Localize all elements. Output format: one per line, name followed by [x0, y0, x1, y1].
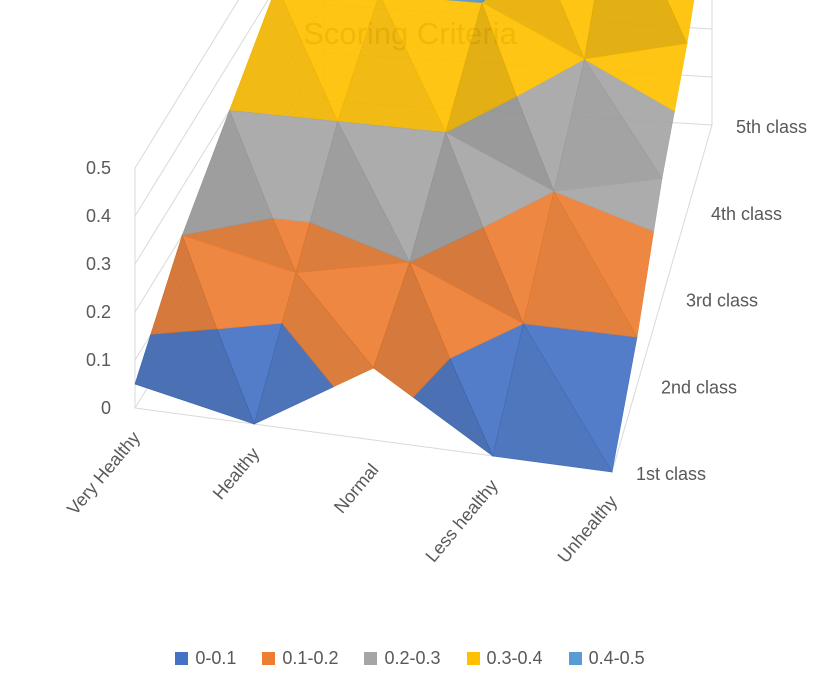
legend-label-1: 0.1-0.2	[282, 648, 339, 668]
z-tick-label-5: 0.5	[86, 158, 111, 178]
surface-patch-80	[523, 323, 638, 338]
z-tick-label-0: 0	[101, 398, 111, 418]
legend-label-3: 0.3-0.4	[486, 648, 543, 668]
legend-label-0: 0-0.1	[195, 648, 237, 668]
series-label-4: 5th class	[736, 117, 807, 137]
series-label-1: 2nd class	[661, 377, 737, 397]
surface-patch-50	[309, 120, 411, 263]
z-tick-label-2: 0.2	[86, 302, 111, 322]
legend-swatch-0	[175, 652, 189, 665]
surface-patch-72	[281, 272, 374, 388]
gridline-z-3	[134, 0, 299, 265]
z-tick-label-3: 0.3	[86, 254, 111, 274]
z-tick-label-4: 0.4	[86, 206, 111, 226]
legend-item-2: 0.2-0.3	[364, 648, 441, 669]
surface-chart: 0 0.1 0.2 0.3 0.4 0.5 Very Healthy Healthy Norma…	[63, 0, 807, 567]
legend-item-1: 0.1-0.2	[262, 648, 338, 669]
legend-item-0: 0-0.1	[175, 648, 236, 669]
z-tick-label-1: 0.1	[86, 350, 111, 370]
surface-plot	[134, 0, 695, 473]
legend-swatch-2	[364, 652, 378, 665]
legend-label-2: 0.2-0.3	[384, 648, 441, 668]
surface-patch-77	[373, 261, 451, 398]
category-label-4: Unhealthy	[554, 492, 621, 567]
surface-patch-37	[445, 1, 517, 134]
surface-patch-13	[481, 0, 486, 3]
legend-swatch-4	[568, 652, 582, 665]
category-label-1: Healthy	[209, 444, 264, 504]
surface-patch-56	[409, 131, 484, 263]
surface-patch-40	[583, 43, 688, 112]
series-label-2: 3rd class	[686, 291, 758, 311]
legend-item-3: 0.3-0.4	[466, 648, 543, 669]
legend-item-4: 0.4-0.5	[568, 648, 645, 669]
surface-patch-46	[181, 109, 273, 236]
series-label-0: 1st class	[636, 464, 706, 484]
gridline-z-4	[134, 0, 269, 217]
series-label-3: 4th class	[711, 204, 782, 224]
legend-swatch-1	[262, 652, 276, 665]
gridline-z-5	[134, 0, 240, 169]
category-label-2: Normal	[330, 460, 383, 517]
legend-label-4: 0.4-0.5	[588, 648, 645, 668]
surface-patch-81	[492, 322, 613, 473]
category-label-3: Less healthy	[422, 476, 502, 566]
surface-patch-59	[553, 178, 663, 232]
legend: 0-0.1 0.1-0.2 0.2-0.3 0.3-0.4 0.4-0.5	[0, 648, 820, 669]
surface-patch-67	[150, 234, 218, 335]
category-label-0: Very Healthy	[63, 428, 144, 519]
legend-swatch-3	[466, 652, 480, 665]
